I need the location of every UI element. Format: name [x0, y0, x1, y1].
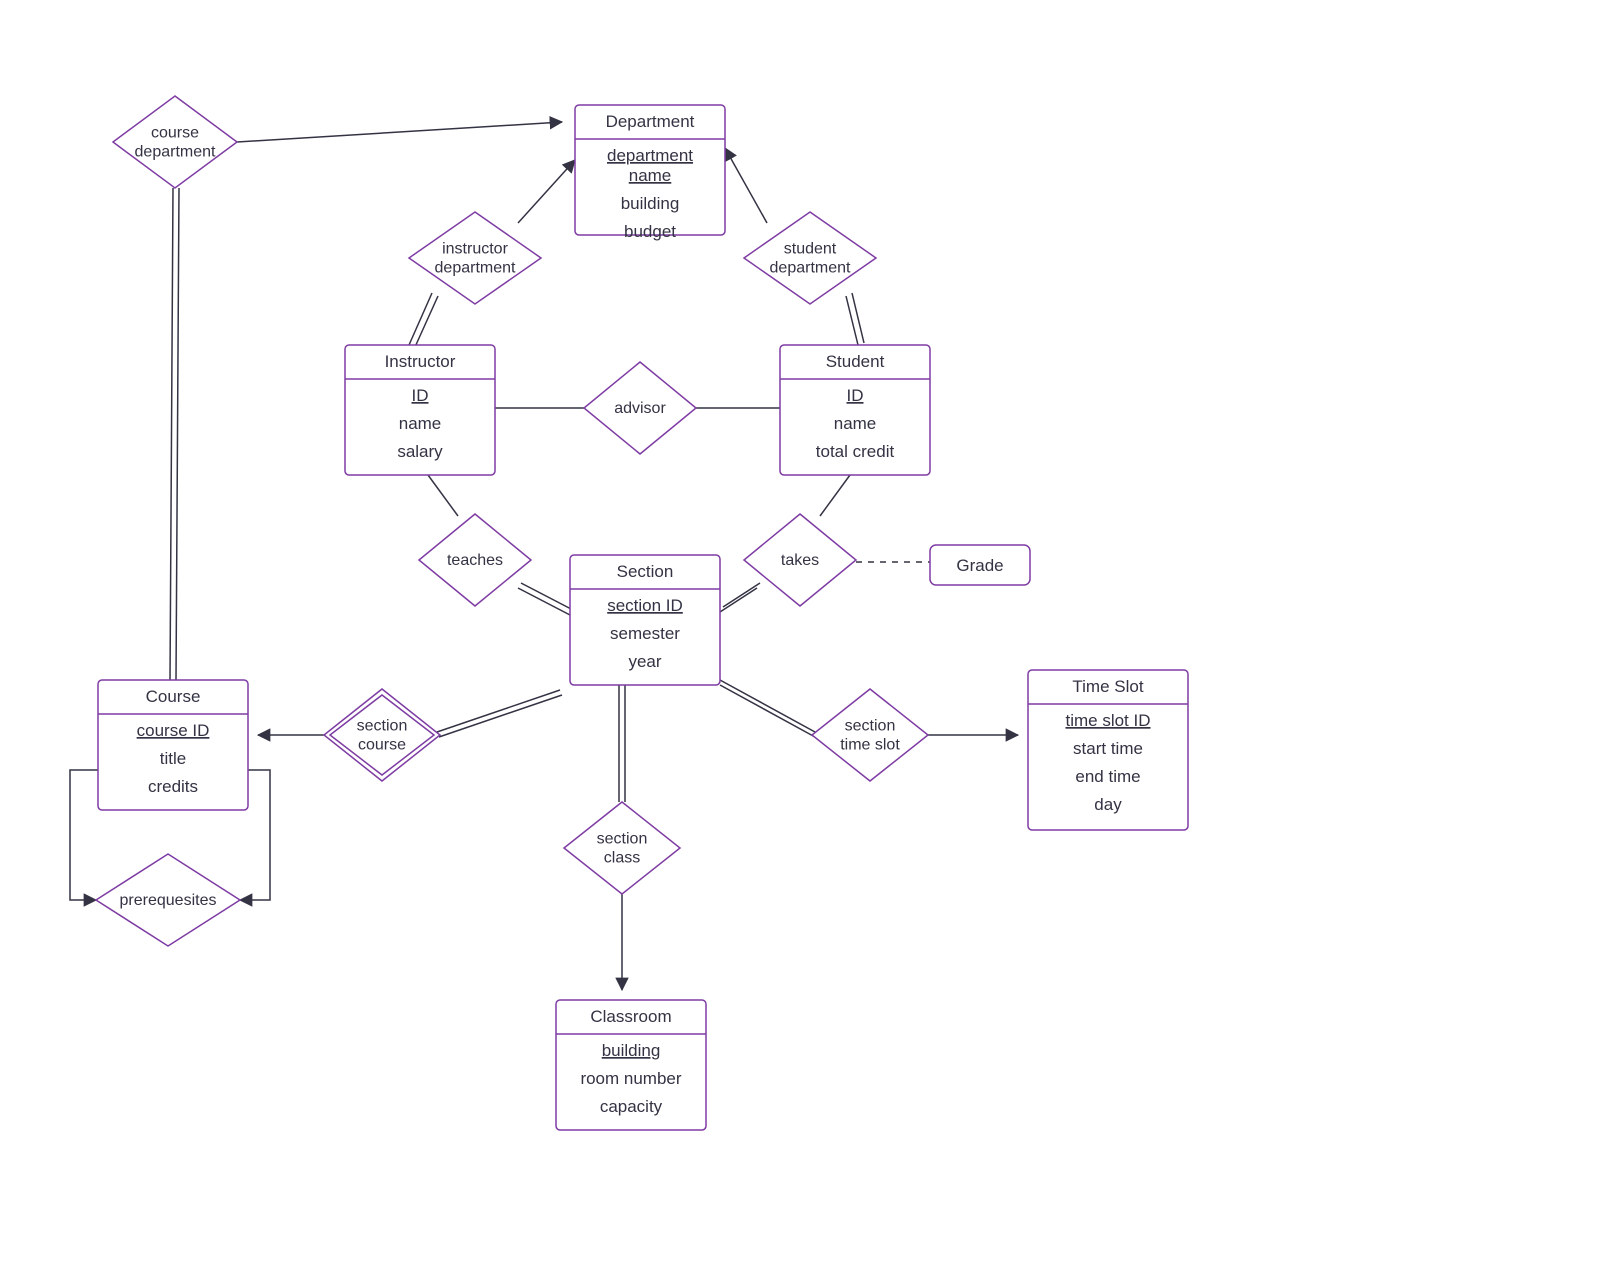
- edge-e-teaches-inst: [428, 475, 458, 516]
- svg-text:start time: start time: [1073, 739, 1143, 758]
- svg-text:section ID: section ID: [607, 596, 683, 615]
- edges-layer: [70, 122, 1018, 990]
- svg-text:name: name: [629, 166, 672, 185]
- svg-text:Grade: Grade: [956, 556, 1003, 575]
- edge-e-secttime-sect-a: [720, 680, 815, 732]
- svg-text:day: day: [1094, 795, 1122, 814]
- edge-e-prereq-left: [70, 770, 98, 900]
- relationship-section_time_slot: section time slot: [812, 689, 928, 781]
- edge-e-studdept-dept: [725, 148, 767, 223]
- svg-text:name: name: [834, 414, 877, 433]
- relationship-prerequesites: prerequesites: [96, 854, 240, 946]
- edge-e-coursedept-dept: [237, 122, 562, 142]
- svg-text:Course: Course: [146, 687, 201, 706]
- er-diagram: DepartmentdepartmentnamebuildingbudgetIn…: [0, 0, 1600, 1280]
- entity-section: Section section ID semester year: [570, 555, 720, 685]
- relationship-section_course: section course: [324, 689, 440, 781]
- svg-text:building: building: [602, 1041, 661, 1060]
- entity-grade: Grade: [930, 545, 1030, 585]
- shapes-layer: DepartmentdepartmentnamebuildingbudgetIn…: [96, 96, 1188, 1130]
- edge-e-sectcourse-sect-a: [437, 690, 560, 732]
- svg-text:department: department: [770, 260, 851, 277]
- relationship-student_department: student department: [744, 212, 876, 304]
- relationship-instructor_department: instructor department: [409, 212, 541, 304]
- edge-e-sectcourse-sect-b: [439, 695, 562, 737]
- entity-department: Department departmentname building budget: [575, 105, 725, 241]
- svg-text:name: name: [399, 414, 442, 433]
- edge-e-teaches-sect-b: [521, 583, 573, 610]
- edge-e-studdept-stud-b: [852, 293, 864, 343]
- entity-timeslot: Time Slot time slot ID start time end time d…: [1028, 670, 1188, 830]
- svg-text:capacity: capacity: [600, 1097, 663, 1116]
- svg-text:title: title: [160, 749, 186, 768]
- svg-text:department: department: [435, 260, 516, 277]
- edge-e-secttime-sect-b: [720, 685, 815, 737]
- edge-e-instdept-inst-a: [409, 293, 432, 345]
- svg-text:teaches: teaches: [447, 552, 503, 569]
- svg-text:instructor: instructor: [442, 241, 508, 258]
- svg-text:Section: Section: [617, 562, 674, 581]
- svg-text:time slot: time slot: [840, 737, 900, 754]
- svg-text:ID: ID: [847, 386, 864, 405]
- svg-text:time slot ID: time slot ID: [1065, 711, 1150, 730]
- svg-text:year: year: [628, 652, 661, 671]
- edge-e-instdept-dept: [518, 160, 575, 223]
- edge-e-coursedept-course-a: [170, 188, 173, 680]
- svg-text:student: student: [784, 241, 837, 258]
- edge-e-takes-sect-b: [723, 583, 760, 607]
- svg-text:Time Slot: Time Slot: [1072, 677, 1143, 696]
- svg-text:Department: Department: [606, 112, 695, 131]
- svg-text:advisor: advisor: [614, 400, 666, 417]
- svg-text:salary: salary: [397, 442, 443, 461]
- entity-instructor: Instructor ID name salary: [345, 345, 495, 475]
- entity-student: Student ID name total credit: [780, 345, 930, 475]
- relationship-teaches: teaches: [419, 514, 531, 606]
- svg-text:total credit: total credit: [816, 442, 895, 461]
- svg-text:course: course: [358, 737, 406, 754]
- svg-text:budget: budget: [624, 222, 676, 241]
- relationship-section_class: section class: [564, 802, 680, 894]
- svg-text:section: section: [845, 718, 896, 735]
- svg-text:department: department: [607, 146, 693, 165]
- svg-text:building: building: [621, 194, 680, 213]
- edge-e-coursedept-course-b: [176, 188, 179, 680]
- svg-text:ID: ID: [412, 386, 429, 405]
- svg-text:credits: credits: [148, 777, 198, 796]
- svg-text:prerequesites: prerequesites: [120, 892, 217, 909]
- relationship-advisor: advisor: [584, 362, 696, 454]
- relationship-takes: takes: [744, 514, 856, 606]
- edge-e-takes-stud: [820, 475, 850, 516]
- entity-course: Course course ID title credits: [98, 680, 248, 810]
- edge-e-teaches-sect-a: [518, 588, 570, 615]
- svg-text:semester: semester: [610, 624, 680, 643]
- entity-classroom: Classroom building room number capacity: [556, 1000, 706, 1130]
- svg-text:course ID: course ID: [137, 721, 210, 740]
- svg-text:class: class: [604, 850, 640, 867]
- svg-text:department: department: [135, 144, 216, 161]
- relationship-course_department: course department: [113, 96, 237, 188]
- svg-text:Student: Student: [826, 352, 885, 371]
- svg-text:end time: end time: [1075, 767, 1140, 786]
- svg-text:Classroom: Classroom: [590, 1007, 671, 1026]
- svg-text:section: section: [597, 831, 648, 848]
- svg-text:Instructor: Instructor: [385, 352, 456, 371]
- svg-text:takes: takes: [781, 552, 819, 569]
- svg-text:course: course: [151, 125, 199, 142]
- svg-text:room number: room number: [580, 1069, 681, 1088]
- svg-text:section: section: [357, 718, 408, 735]
- edge-e-takes-sect-a: [720, 588, 757, 612]
- edge-e-studdept-stud-a: [846, 296, 858, 345]
